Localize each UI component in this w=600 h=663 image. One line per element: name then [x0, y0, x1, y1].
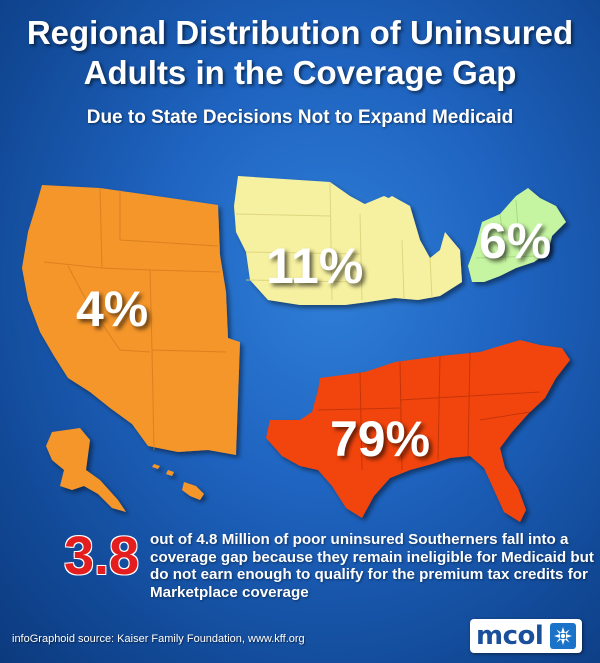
northeast-region-shape: [468, 188, 566, 282]
midwest-region-shape: [234, 176, 462, 305]
callout-number: 3.8: [64, 526, 140, 586]
west-percent-label: 4%: [76, 281, 149, 337]
west-region: [22, 185, 240, 512]
page-title-line-1: Regional Distribution of Uninsured: [26, 14, 574, 51]
callout-text: out of 4.8 Million of poor uninsured Sou…: [150, 531, 594, 601]
michigan-upper-shape: [360, 196, 402, 214]
alaska-shape: [46, 428, 126, 512]
midwest-region: [234, 176, 462, 305]
west-borders: [43, 187, 227, 451]
south-region: [266, 340, 570, 522]
midwest-percent-label: 11%: [266, 238, 364, 294]
south-percent-label: 79%: [330, 411, 431, 467]
midwest-borders: [235, 181, 433, 301]
northeast-region: [468, 188, 566, 282]
south-region-shape: [266, 340, 570, 522]
mcol-logo: mcol: [470, 619, 582, 653]
west-region-shape: [22, 185, 240, 455]
page-subtitle: Due to State Decisions Not to Expand Med…: [86, 107, 514, 128]
northeast-percent-label: 6%: [479, 213, 552, 269]
northeast-borders: [475, 199, 539, 263]
south-borders: [317, 351, 541, 471]
logo-text: mcol: [476, 621, 544, 651]
page-title-line-2: Adults in the Coverage Gap: [83, 54, 517, 91]
source-credit: infoGraphoid source: Kaiser Family Found…: [12, 633, 305, 645]
hawaii-shape: [152, 464, 204, 500]
pinwheel-icon: [550, 623, 576, 649]
